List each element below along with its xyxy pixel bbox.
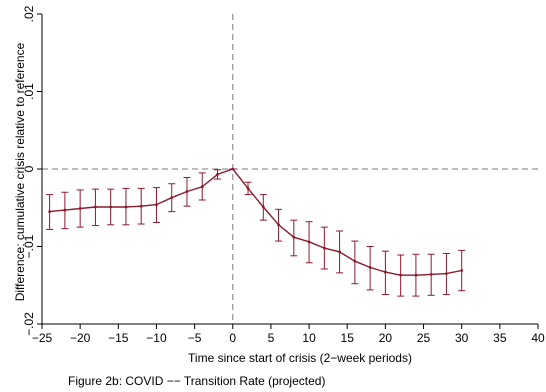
data-point <box>261 205 265 209</box>
x-tick-label: 5 <box>268 331 275 345</box>
data-point <box>246 186 250 190</box>
data-point <box>383 270 387 274</box>
data-point <box>139 204 143 208</box>
data-point <box>109 205 113 209</box>
data-point <box>460 269 464 272</box>
figure-caption: Figure 2b: COVID −− Transition Rate (pro… <box>68 374 326 388</box>
data-point <box>414 273 418 277</box>
series-line <box>49 168 462 276</box>
y-tick-label: .01 <box>22 83 36 100</box>
data-point <box>322 246 326 250</box>
y-tick-label: 0 <box>22 165 36 172</box>
x-tick-label: −20 <box>70 331 91 345</box>
data-point <box>429 273 433 276</box>
x-tick-label: 20 <box>379 331 393 345</box>
data-point <box>155 203 158 207</box>
data-point <box>307 240 311 244</box>
x-tick-label: 0 <box>229 331 236 345</box>
y-tick-label: −.02 <box>22 312 36 336</box>
x-tick-label: −15 <box>108 331 129 345</box>
data-point <box>78 207 82 210</box>
data-point <box>399 273 403 277</box>
data-point <box>216 173 219 176</box>
data-point <box>170 196 174 200</box>
data-point <box>445 272 448 276</box>
data-point <box>185 190 189 193</box>
data-point <box>277 223 280 227</box>
data-point <box>94 205 97 209</box>
x-axis-title: Time since start of crisis (2−week perio… <box>188 351 412 365</box>
y-tick-label: −.01 <box>22 234 36 258</box>
data-point <box>368 266 372 269</box>
x-tick-label: 40 <box>531 331 545 345</box>
data-point <box>48 210 52 214</box>
data-point <box>292 235 296 239</box>
axes: −25 −20 −15 −10 −5 0 5 10 15 20 25 30 35 40 −.02 −.01 0.… <box>22 5 545 345</box>
data-point <box>200 185 204 189</box>
x-tick-label: 25 <box>417 331 431 345</box>
data-point <box>231 167 235 171</box>
x-tick-label: −10 <box>146 331 167 345</box>
y-tick-label: .02 <box>22 5 36 22</box>
y-axis-title: Difference: cumulative crisis relative t… <box>13 42 27 301</box>
x-tick-label: 35 <box>493 331 507 345</box>
data-point <box>338 250 341 254</box>
data-point <box>63 208 67 212</box>
x-tick-label: 30 <box>455 331 469 345</box>
data-point <box>124 205 128 209</box>
x-tick-label: −5 <box>188 331 202 345</box>
x-tick-label: 15 <box>341 331 355 345</box>
x-tick-label: 10 <box>302 331 316 345</box>
x-tick-label: −25 <box>32 331 53 345</box>
plot-area <box>42 14 538 324</box>
data-point <box>353 259 357 263</box>
